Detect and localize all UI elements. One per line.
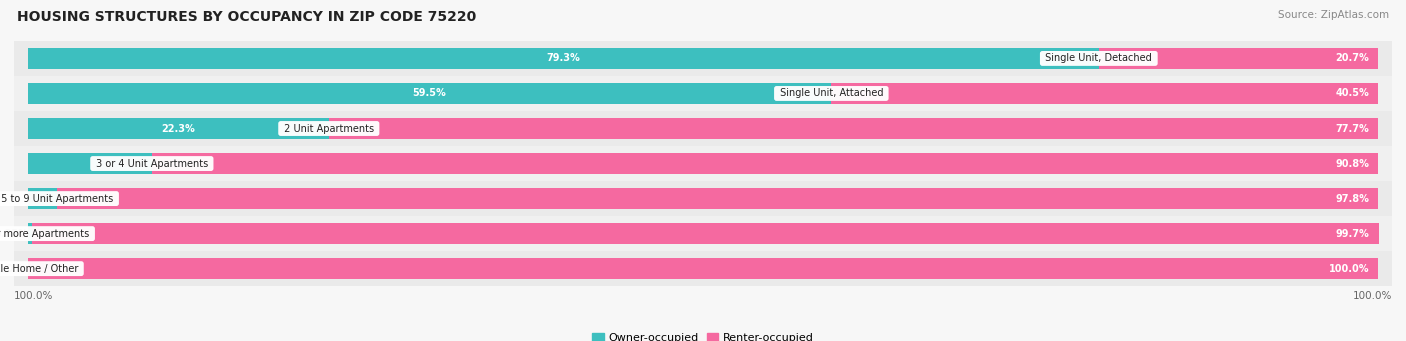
Text: Single Unit, Detached: Single Unit, Detached (1042, 54, 1156, 63)
Bar (28, 223, 32, 244)
Bar (1099, 48, 1378, 69)
Text: 97.8%: 97.8% (1336, 194, 1369, 204)
Text: 0.35%: 0.35% (0, 228, 28, 239)
Bar (831, 83, 1378, 104)
Bar (14, 146, 1392, 181)
Text: 100.0%: 100.0% (1329, 264, 1369, 273)
Bar (28, 83, 831, 104)
Text: 40.5%: 40.5% (1336, 88, 1369, 99)
Bar (329, 118, 1378, 139)
Text: 2.2%: 2.2% (27, 194, 53, 204)
Text: 20.7%: 20.7% (1336, 54, 1369, 63)
Text: 79.3%: 79.3% (547, 54, 581, 63)
Bar (152, 153, 1378, 174)
Text: 99.7%: 99.7% (1336, 228, 1369, 239)
Bar (28, 48, 1099, 69)
Bar (28, 258, 1378, 279)
Legend: Owner-occupied, Renter-occupied: Owner-occupied, Renter-occupied (588, 328, 818, 341)
Text: 100.0%: 100.0% (14, 291, 53, 301)
Text: 59.5%: 59.5% (412, 88, 446, 99)
Text: 2 Unit Apartments: 2 Unit Apartments (281, 123, 377, 134)
Bar (14, 216, 1392, 251)
Text: Source: ZipAtlas.com: Source: ZipAtlas.com (1278, 10, 1389, 20)
Text: 10 or more Apartments: 10 or more Apartments (0, 228, 93, 239)
Text: 0.0%: 0.0% (0, 264, 24, 273)
Text: 90.8%: 90.8% (1336, 159, 1369, 168)
Bar (14, 251, 1392, 286)
Bar (28, 189, 58, 209)
Bar (32, 223, 1379, 244)
Text: 100.0%: 100.0% (1353, 291, 1392, 301)
Text: Mobile Home / Other: Mobile Home / Other (0, 264, 82, 273)
Bar (14, 76, 1392, 111)
Bar (14, 181, 1392, 216)
Bar (58, 189, 1378, 209)
Text: HOUSING STRUCTURES BY OCCUPANCY IN ZIP CODE 75220: HOUSING STRUCTURES BY OCCUPANCY IN ZIP C… (17, 10, 477, 24)
Text: 5 to 9 Unit Apartments: 5 to 9 Unit Apartments (0, 194, 117, 204)
Text: 3 or 4 Unit Apartments: 3 or 4 Unit Apartments (93, 159, 211, 168)
Text: Single Unit, Attached: Single Unit, Attached (776, 88, 886, 99)
Bar (28, 118, 329, 139)
Text: 77.7%: 77.7% (1336, 123, 1369, 134)
Text: 22.3%: 22.3% (162, 123, 195, 134)
Text: 9.2%: 9.2% (121, 159, 148, 168)
Bar (14, 41, 1392, 76)
Bar (14, 111, 1392, 146)
Bar (28, 153, 152, 174)
